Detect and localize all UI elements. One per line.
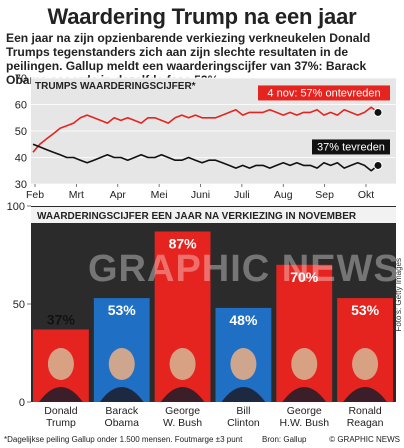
y-tick-label: 70 (15, 73, 27, 85)
series-end-marker (373, 107, 383, 117)
portrait-face (352, 348, 379, 380)
subtitle: Een jaar na zijn opzienbarende verkiezin… (6, 31, 371, 87)
x-tick-label: Mrt (69, 189, 84, 201)
category-label: W. Bush (163, 417, 202, 429)
category-label: Trump (46, 417, 76, 429)
copyright: © GRAPHIC NEWS (329, 435, 400, 444)
portrait-shoulders (282, 387, 327, 402)
bar-value-label: 37% (47, 311, 76, 327)
category-label: Clinton (227, 417, 260, 429)
category-label: Ronald (348, 405, 381, 417)
category-label: Barack (105, 405, 138, 417)
y-tick-label: 0 (19, 397, 25, 409)
portrait-shoulders (99, 387, 144, 402)
series-line-ontevreden (32, 106, 379, 153)
category-label: Obama (105, 417, 140, 429)
portrait-shoulders (221, 387, 266, 402)
category-label: H.W. Bush (279, 417, 329, 429)
annotation-box (312, 139, 390, 155)
x-tick-label: Aug (274, 189, 293, 201)
annotation-ontevreden: 4 nov: 57% ontevreden (258, 85, 390, 101)
x-tick-label: Juni (191, 189, 210, 201)
bar-chart-title: WAARDERINGSCIJFER EEN JAAR NA VERKIEZING… (37, 211, 357, 222)
category-label: George (165, 405, 200, 417)
footnote: *Dagelijkse peiling Gallup onder 1.500 m… (4, 435, 243, 444)
category-label: Donald (44, 405, 77, 417)
x-tick-label: Sep (315, 189, 334, 201)
annotation-text: 37% tevreden (317, 141, 385, 153)
bar-title-strip (31, 207, 396, 223)
annotation-box (258, 85, 390, 101)
x-tick-label: Mei (151, 189, 168, 201)
series-line-tevreden (32, 143, 379, 172)
portrait-face (108, 348, 135, 380)
bar-plot-background (31, 206, 396, 402)
y-tick-label: 30 (15, 179, 27, 191)
photo-credit: Foto's: Getty Images (394, 258, 403, 332)
category-label: George (287, 405, 322, 417)
x-tick-label: Juli (234, 189, 250, 201)
annotation-tevreden: 37% tevreden (312, 139, 390, 155)
portrait-face (230, 348, 257, 380)
source: Bron: Gallup (262, 435, 307, 444)
page-title: Waardering Trump na een jaar (47, 4, 357, 29)
x-tick-label: Feb (26, 189, 44, 201)
portrait-face (47, 348, 74, 380)
bar-value-label: 87% (169, 235, 198, 251)
portrait-shoulders (160, 387, 205, 402)
bar-value-label: 53% (108, 302, 137, 318)
bar-value-label: 70% (290, 269, 319, 285)
category-label: Bill (236, 405, 250, 417)
y-tick-label: 50 (13, 299, 25, 311)
x-tick-label: Okt (358, 189, 374, 201)
y-tick-label: 100 (7, 201, 25, 213)
y-tick-label: 40 (15, 153, 27, 165)
x-tick-label: Apr (110, 189, 127, 201)
bar-value-label: 53% (351, 302, 380, 318)
portrait-shoulders (343, 387, 387, 402)
category-label: Reagan (347, 417, 384, 429)
portrait-shoulders (39, 387, 83, 402)
line-chart-title: TRUMPS WAARDERINGSCIJFER* (35, 81, 196, 92)
y-tick-label: 50 (15, 126, 27, 138)
y-tick-label: 60 (15, 100, 27, 112)
portrait-face (291, 348, 318, 380)
bar (276, 264, 333, 402)
portrait-face (169, 348, 196, 380)
annotation-text: 4 nov: 57% ontevreden (267, 87, 380, 99)
series-end-marker (373, 160, 383, 170)
bar-value-label: 48% (229, 312, 258, 328)
